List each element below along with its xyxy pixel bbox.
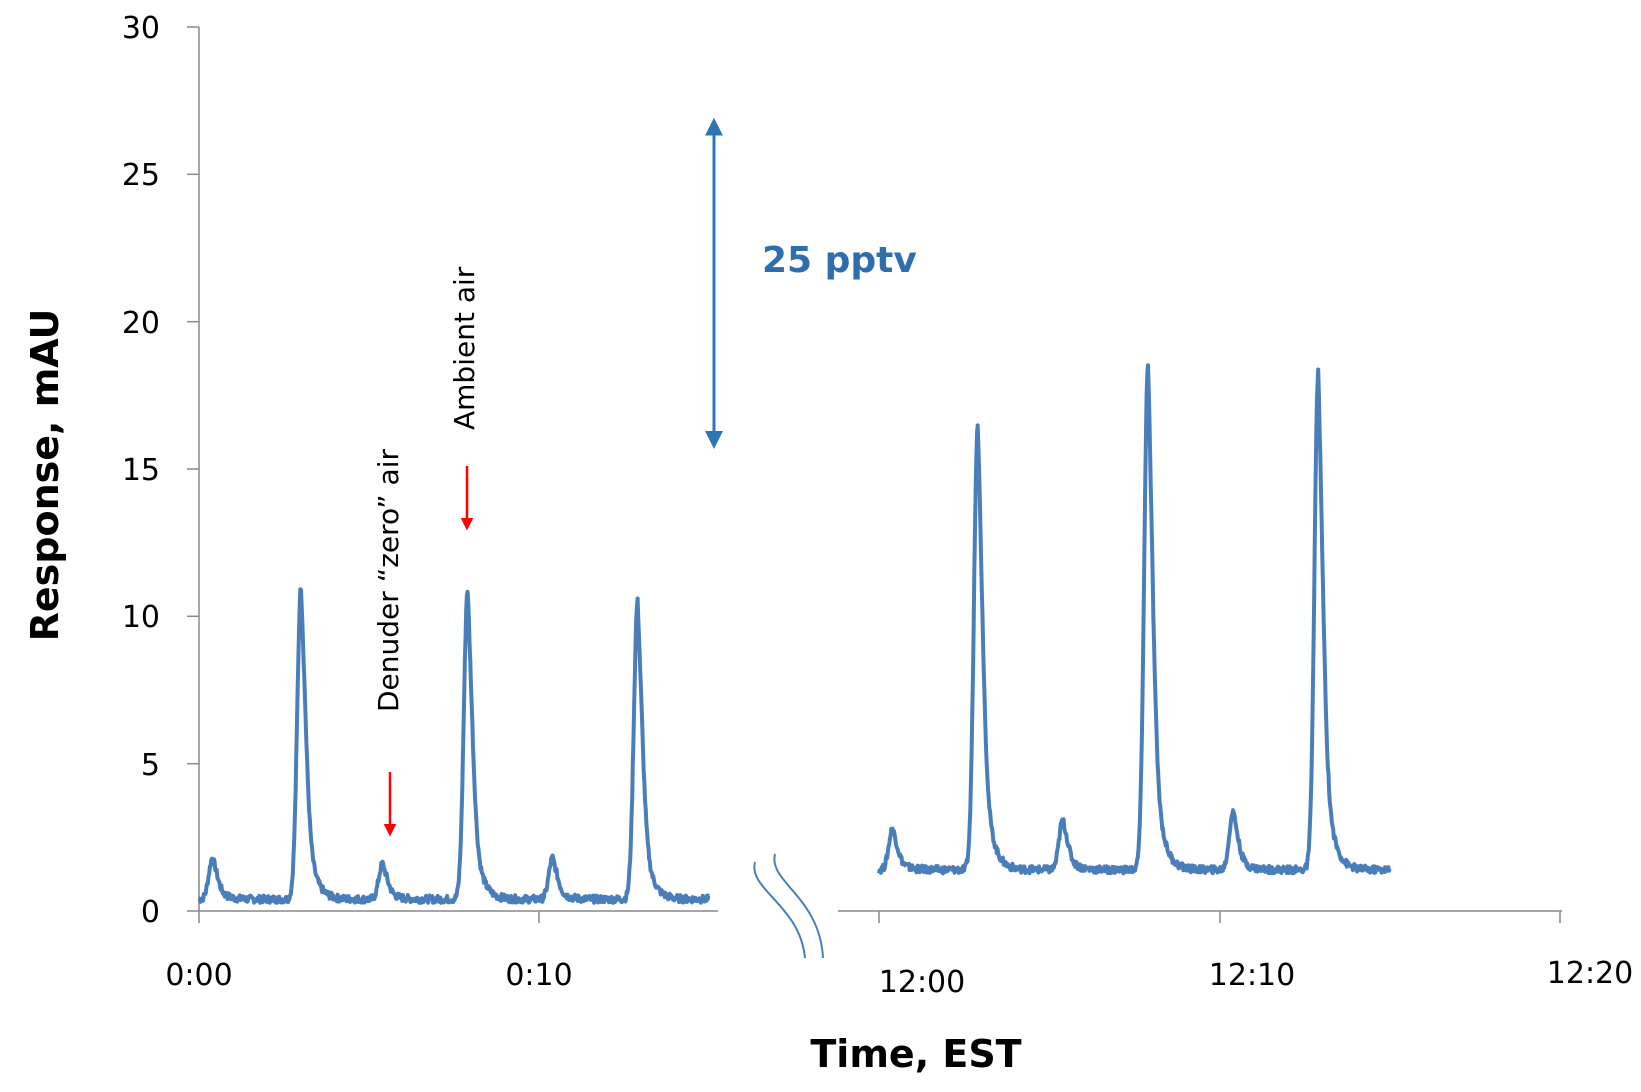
- y-tick-label: 10: [122, 600, 160, 635]
- x-tick-label: 12:00: [879, 965, 965, 1000]
- axis-break-icon: [753, 853, 824, 959]
- y-tick-label: 30: [122, 11, 160, 46]
- x-tick-label: 12:10: [1209, 958, 1295, 993]
- annotation-zero-air: Denuder “zero” air: [372, 449, 405, 712]
- y-ticks: [187, 26, 199, 912]
- series-line-2: [877, 363, 1392, 876]
- series-layer: [197, 363, 1392, 905]
- x-tick-label: 0:00: [165, 958, 232, 993]
- y-tick-labels: 0 5 10 15 20 25 30: [122, 11, 160, 930]
- y-tick-label: 5: [141, 748, 160, 783]
- y-tick-label: 20: [122, 306, 160, 341]
- y-axis-title: Response, mAU: [23, 309, 67, 642]
- scale-bar-label: 25 pptv: [762, 240, 917, 281]
- y-tick-label: 15: [122, 453, 160, 488]
- x-tick-label: 12:20: [1547, 956, 1633, 991]
- x-tick-label: 0:10: [505, 958, 572, 993]
- x-axis-title: Time, EST: [810, 1032, 1021, 1076]
- series-line-1: [197, 587, 711, 905]
- x-ticks: [198, 911, 1561, 923]
- axis-break-gap: [718, 880, 838, 940]
- x-tick-labels: 0:00 0:10 12:00 12:10 12:20: [165, 956, 1633, 1000]
- annotation-ambient-air: Ambient air: [448, 266, 481, 430]
- y-tick-label: 25: [122, 158, 160, 193]
- y-tick-label: 0: [141, 895, 160, 930]
